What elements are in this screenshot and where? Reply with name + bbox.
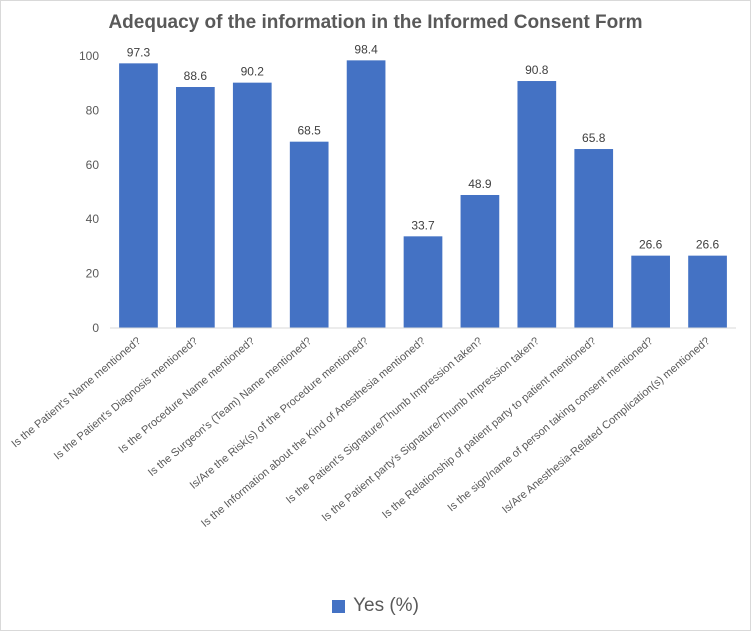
bar bbox=[403, 236, 443, 328]
bar bbox=[631, 255, 670, 328]
data-label: 68.5 bbox=[298, 124, 322, 138]
bar bbox=[232, 82, 272, 328]
bar bbox=[574, 149, 614, 328]
bar bbox=[346, 60, 386, 329]
data-label: 26.6 bbox=[696, 238, 720, 252]
y-tick-label: 40 bbox=[86, 212, 100, 226]
bar bbox=[289, 141, 329, 328]
category-label: Is the Patient party's Signature/Thumb I… bbox=[320, 335, 542, 524]
y-tick-label: 60 bbox=[86, 158, 100, 172]
category-label: Is the Patient's Signature/Thumb Impress… bbox=[284, 335, 485, 506]
bar bbox=[460, 194, 500, 328]
bars bbox=[119, 60, 727, 329]
data-label: 88.6 bbox=[184, 69, 208, 83]
y-axis: 0 20 40 60 80 100 bbox=[79, 49, 99, 335]
x-axis: Is the Patient's Name mentioned?Is the P… bbox=[9, 327, 736, 530]
category-label: Is the sign/name of person taking consen… bbox=[445, 335, 655, 514]
bar bbox=[119, 63, 158, 329]
category-label: Is the Relationship of patient party to … bbox=[380, 335, 599, 521]
bar bbox=[517, 81, 557, 328]
legend-swatch bbox=[332, 599, 346, 613]
data-label: 33.7 bbox=[411, 218, 435, 232]
category-label: Is/Are Anesthesia-Related Complication(s… bbox=[500, 335, 712, 516]
y-tick-label: 80 bbox=[86, 103, 100, 117]
bar bbox=[688, 255, 727, 328]
data-label: 26.6 bbox=[639, 238, 663, 252]
y-tick-label: 20 bbox=[86, 267, 100, 281]
bar bbox=[176, 87, 215, 329]
legend-label: Yes (%) bbox=[353, 595, 419, 616]
data-label: 65.8 bbox=[582, 131, 606, 145]
data-label: 48.9 bbox=[468, 177, 492, 191]
data-label: 90.8 bbox=[525, 63, 549, 77]
data-label: 90.2 bbox=[241, 65, 265, 79]
chart-title: Adequacy of the information in the Infor… bbox=[108, 12, 643, 33]
data-label: 97.3 bbox=[127, 45, 151, 59]
y-tick-label: 100 bbox=[79, 49, 99, 63]
legend: Yes (%) bbox=[0, 595, 751, 617]
data-label: 98.4 bbox=[354, 42, 378, 56]
data-labels: 97.3 88.6 90.2 68.5 98.4 33.7 48.9 90.8 65.8 26.6… bbox=[127, 42, 720, 251]
y-tick-label: 0 bbox=[92, 321, 99, 335]
